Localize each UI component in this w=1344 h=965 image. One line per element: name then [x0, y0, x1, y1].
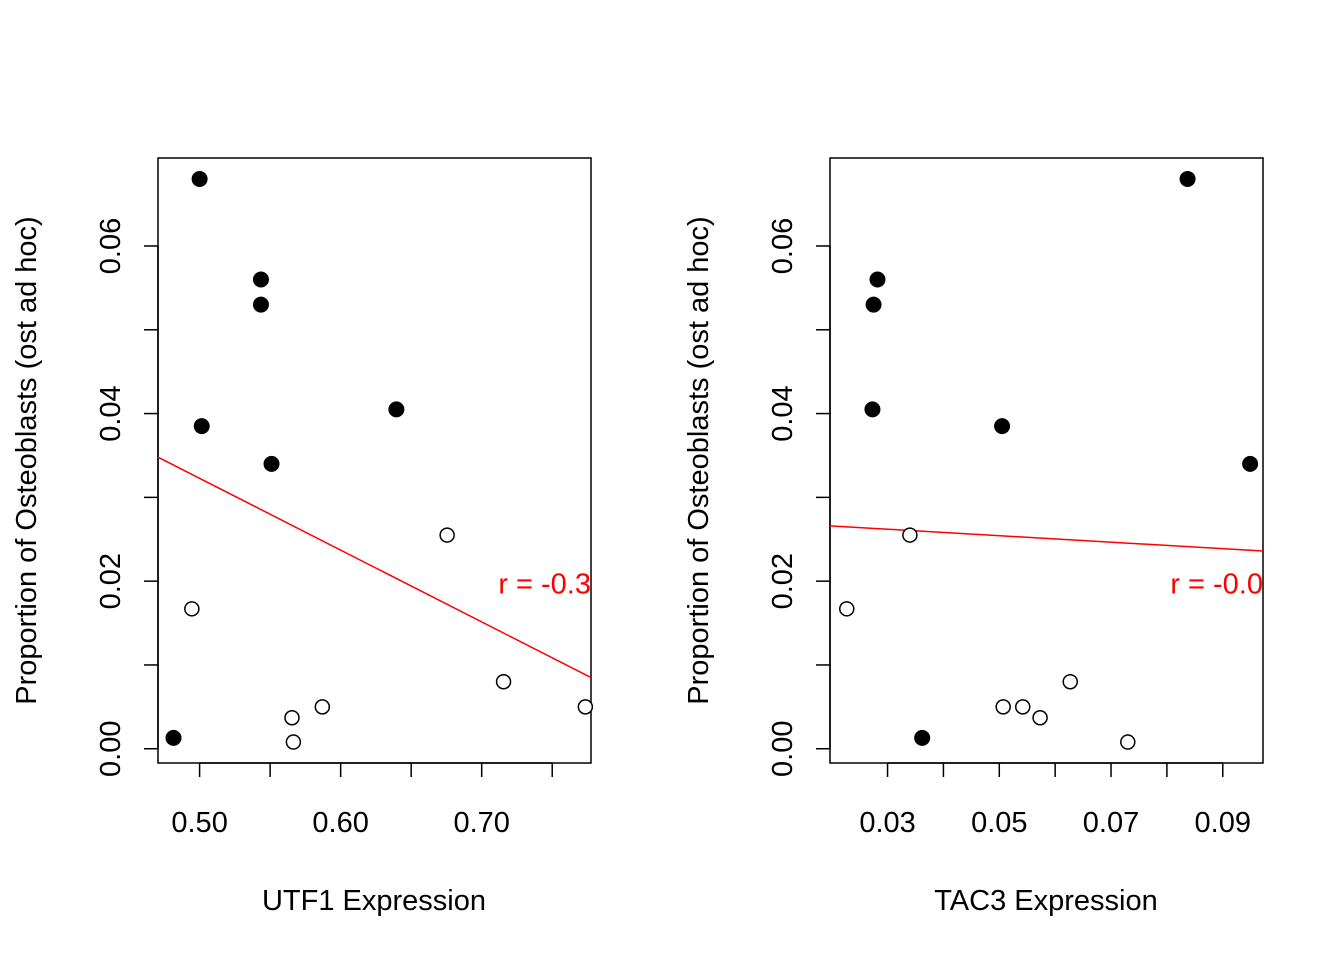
- x-tick-label: 0.03: [859, 807, 915, 839]
- plot-frame: [829, 157, 1264, 764]
- filled-data-point: [869, 271, 886, 288]
- open-data-point: [902, 527, 918, 543]
- open-data-point: [314, 699, 331, 715]
- y-tick-label: 0.06: [767, 218, 799, 274]
- filled-data-point: [388, 401, 405, 418]
- y-tick-label: 0.02: [95, 553, 127, 609]
- open-data-point: [184, 601, 200, 617]
- filled-data-point: [914, 729, 931, 746]
- y-tick-label: 0.04: [95, 385, 127, 441]
- x-axis-title: UTF1 Expression: [262, 885, 486, 917]
- filled-data-point: [864, 401, 881, 418]
- open-data-point: [439, 527, 455, 543]
- correlation-annotation: r = -0.0: [1170, 569, 1263, 601]
- y-tick-label: 0.04: [767, 385, 799, 441]
- filled-data-point: [994, 418, 1011, 435]
- y-tick-label: 0.00: [95, 721, 127, 777]
- regression-line: [157, 456, 592, 679]
- correlation-annotation: r = -0.3: [498, 569, 591, 601]
- filled-data-point: [865, 296, 882, 313]
- filled-data-point: [263, 455, 280, 472]
- open-data-point: [839, 601, 855, 617]
- x-tick-label: 0.70: [453, 807, 509, 839]
- filled-data-point: [252, 271, 269, 288]
- regression-line: [829, 525, 1264, 552]
- filled-data-point: [1179, 170, 1196, 187]
- x-tick-label: 0.09: [1195, 807, 1251, 839]
- open-data-point: [577, 699, 594, 715]
- open-data-point: [285, 734, 302, 750]
- filled-data-point: [1242, 455, 1259, 472]
- y-tick-label: 0.00: [767, 721, 799, 777]
- open-data-point: [284, 710, 300, 726]
- filled-data-point: [165, 729, 182, 746]
- open-data-point: [1032, 710, 1048, 726]
- y-axis-title: Proportion of Osteoblasts (ost ad hoc): [683, 216, 715, 704]
- x-tick-label: 0.07: [1083, 807, 1139, 839]
- filled-data-point: [193, 418, 210, 435]
- x-tick-label: 0.05: [971, 807, 1027, 839]
- open-data-point: [495, 673, 512, 690]
- open-data-point: [1062, 673, 1078, 690]
- filled-data-point: [252, 296, 269, 313]
- x-tick-label: 0.60: [312, 807, 368, 839]
- x-axis-title: TAC3 Expression: [934, 885, 1158, 917]
- open-data-point: [1015, 699, 1031, 715]
- x-tick-label: 0.50: [171, 807, 227, 839]
- y-tick-label: 0.02: [767, 553, 799, 609]
- open-data-point: [1120, 734, 1136, 750]
- y-tick-label: 0.06: [95, 218, 127, 274]
- open-data-point: [995, 699, 1011, 715]
- plot-frame: [157, 157, 592, 764]
- filled-data-point: [191, 170, 208, 187]
- y-axis-title: Proportion of Osteoblasts (ost ad hoc): [11, 216, 43, 704]
